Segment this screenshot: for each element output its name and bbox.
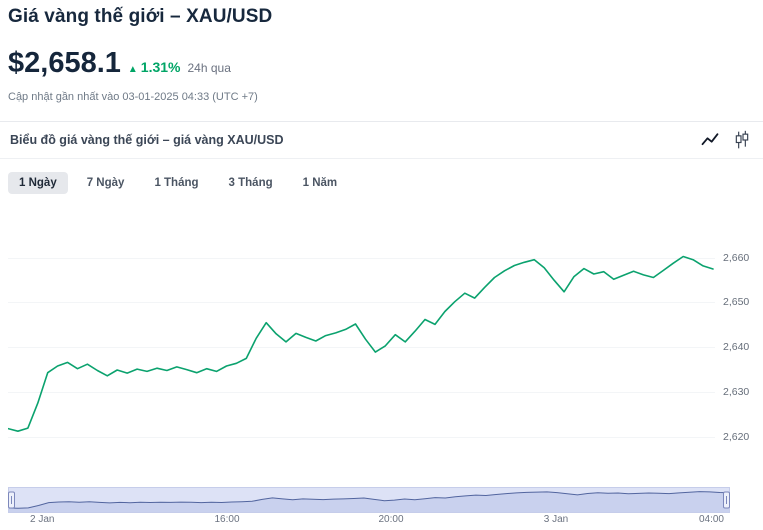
last-updated-text: Cập nhật gần nhất vào 03-01-2025 04:33 (…: [8, 91, 258, 103]
line-chart-icon[interactable]: [697, 127, 723, 153]
y-axis-label: 2,650: [723, 296, 750, 308]
range-tab-1-day[interactable]: 1 Ngày: [8, 172, 68, 194]
navigator-area: [8, 491, 730, 513]
y-axis-label: 2,620: [723, 431, 750, 443]
candlestick-chart-icon[interactable]: [729, 127, 755, 153]
gridline: [8, 392, 715, 393]
range-tab-1-year[interactable]: 1 Năm: [292, 172, 349, 194]
gridline: [8, 258, 715, 259]
change-period: 24h qua: [187, 61, 231, 75]
current-price: $2,658.1: [8, 47, 121, 79]
page-title: Giá vàng thế giới – XAU/USD: [8, 6, 273, 27]
change-percent: 1.31%: [140, 59, 181, 75]
chart-type-switcher: [697, 127, 755, 153]
navigator-series-line: [7, 491, 731, 509]
navigator-handle-right[interactable]: [723, 491, 730, 509]
y-axis-label: 2,660: [723, 252, 750, 264]
x-axis-label: 04:00: [698, 514, 724, 525]
gridline: [8, 437, 715, 438]
x-axis-label: 2 Jan: [30, 514, 55, 525]
x-axis-label: 16:00: [214, 514, 240, 525]
range-tab-7-days[interactable]: 7 Ngày: [76, 172, 136, 194]
gridline: [8, 347, 715, 348]
range-tab-3-months[interactable]: 3 Tháng: [218, 172, 284, 194]
up-arrow-icon: ▲: [127, 64, 138, 75]
y-axis-label: 2,630: [723, 386, 750, 398]
gridline: [8, 302, 715, 303]
chart-navigator[interactable]: [7, 487, 731, 513]
x-axis-label: 20:00: [378, 514, 404, 525]
price-series-line: [7, 255, 714, 432]
navigator-handle-left[interactable]: [8, 491, 15, 509]
y-axis-label: 2,640: [723, 341, 750, 353]
range-tab-1-month[interactable]: 1 Tháng: [143, 172, 209, 194]
chart-title: Biểu đồ giá vàng thế giới – giá vàng XAU…: [10, 133, 284, 147]
x-axis-label: 3 Jan: [543, 514, 569, 525]
chart-section-header: Biểu đồ giá vàng thế giới – giá vàng XAU…: [0, 121, 763, 159]
range-tabs: 1 Ngày 7 Ngày 1 Tháng 3 Tháng 1 Năm: [8, 172, 348, 194]
x-axis-labels: 2 Jan 16:00 20:00 3 Jan 04:00: [8, 514, 730, 527]
price-change: ▲ 1.31%: [128, 59, 181, 75]
price-line-chart[interactable]: [7, 240, 715, 452]
price-row: $2,658.1 ▲ 1.31% 24h qua: [8, 47, 231, 80]
